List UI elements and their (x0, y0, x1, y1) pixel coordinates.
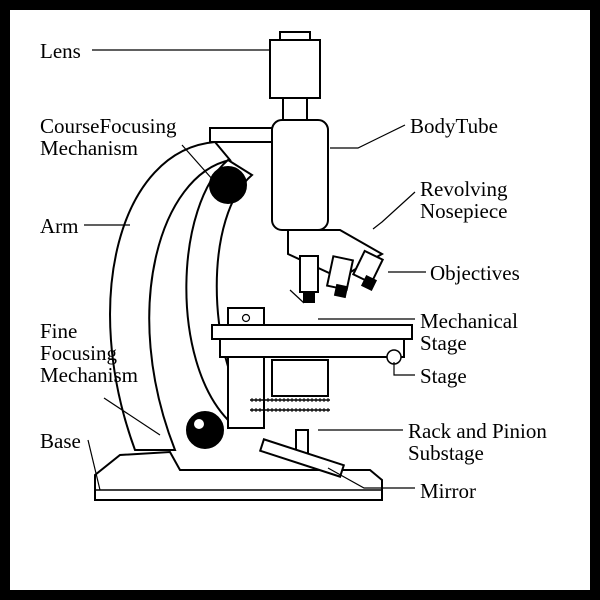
label-rack-pinion: Rack and Pinion Substage (408, 420, 547, 464)
mechanical-stage (212, 325, 412, 339)
body-tube (272, 120, 328, 230)
label-arm: Arm (40, 215, 79, 237)
label-coarse-focus: CourseFocusing Mechanism (40, 115, 177, 159)
label-nosepiece: Revolving Nosepiece (420, 178, 508, 222)
coarse-focus-knob (210, 167, 246, 203)
label-body-tube: BodyTube (410, 115, 498, 137)
label-lens: Lens (40, 40, 81, 62)
stage (220, 339, 404, 357)
microscope-diagram (0, 0, 600, 600)
label-fine-focus: Fine Focusing Mechanism (40, 320, 138, 386)
objective-1 (300, 256, 318, 292)
substage-condenser (272, 360, 328, 396)
fine-focus-knob (187, 412, 223, 448)
label-mirror: Mirror (420, 480, 476, 502)
label-mech-stage: Mechanical Stage (420, 310, 518, 354)
label-base: Base (40, 430, 81, 452)
eyepiece-lens (270, 40, 320, 98)
label-stage: Stage (420, 365, 467, 387)
label-objectives: Objectives (430, 262, 520, 284)
